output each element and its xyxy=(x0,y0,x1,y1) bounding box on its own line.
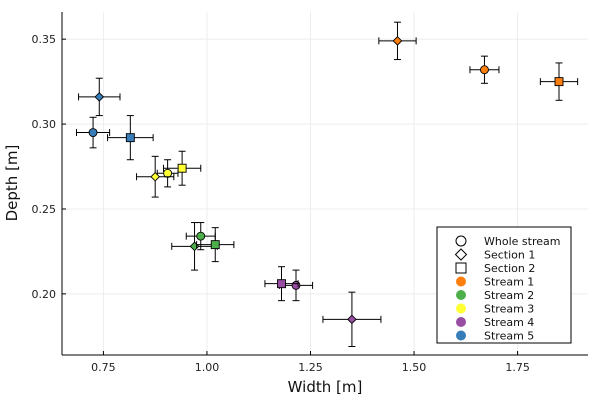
x-tick-label: 1.25 xyxy=(298,361,323,374)
x-tick-label: 1.00 xyxy=(195,361,220,374)
x-axis-label: Width [m] xyxy=(288,378,363,396)
y-axis-label: Depth [m] xyxy=(3,145,21,222)
y-tick-label: 0.20 xyxy=(32,288,57,301)
data-point-diamond xyxy=(150,171,161,182)
data-point-square xyxy=(125,133,135,143)
legend-marker-color xyxy=(456,317,466,327)
y-tick-label: 0.30 xyxy=(32,118,57,131)
grid xyxy=(62,12,588,355)
legend-label: Whole stream xyxy=(484,235,560,248)
data-point-diamond xyxy=(392,36,403,46)
series-stream-5 xyxy=(75,77,154,161)
data-point-circle xyxy=(291,280,301,290)
legend-marker-color xyxy=(456,290,466,300)
legend-label: Stream 1 xyxy=(484,276,534,289)
legend-marker-color xyxy=(456,330,466,341)
data-point-square xyxy=(177,163,187,173)
legend-marker-diamond xyxy=(454,248,468,261)
data-point-circle xyxy=(196,231,206,241)
legend-label: Stream 4 xyxy=(484,316,534,329)
x-tick-label: 0.75 xyxy=(91,361,116,374)
x-tick-label: 1.75 xyxy=(505,361,530,374)
y-tick-label: 0.35 xyxy=(32,33,57,46)
legend-marker-circle xyxy=(455,235,467,247)
y-tick-label: 0.25 xyxy=(32,203,57,216)
axes xyxy=(61,12,588,356)
data-point-square xyxy=(210,240,220,250)
legend-label: Section 1 xyxy=(484,249,535,262)
legend-marker-square xyxy=(455,262,467,274)
legend-label: Stream 5 xyxy=(484,330,534,343)
data-point-circle xyxy=(480,65,489,75)
data-point-square xyxy=(554,77,564,87)
series-stream-4 xyxy=(264,266,382,348)
data-point-diamond xyxy=(347,314,357,325)
legend-label: Stream 3 xyxy=(484,303,534,316)
data-point-square xyxy=(277,279,286,289)
series-stream-1 xyxy=(378,21,579,101)
legend-label: Section 2 xyxy=(484,262,535,275)
data-point-diamond xyxy=(94,92,105,102)
legend-marker-color xyxy=(456,303,466,314)
legend-marker-color xyxy=(456,276,466,287)
data-point-circle xyxy=(88,128,98,138)
legend-label: Stream 2 xyxy=(484,289,534,302)
tick-labels: 0.75 1.00 1.25 1.50 1.75 0.20 0.25 0.30 0.35 xyxy=(32,33,530,374)
series-stream-2 xyxy=(171,222,235,271)
data-points xyxy=(75,21,579,348)
series-stream-3 xyxy=(136,150,202,198)
data-point-circle xyxy=(163,168,173,178)
x-tick-label: 1.50 xyxy=(402,361,427,374)
